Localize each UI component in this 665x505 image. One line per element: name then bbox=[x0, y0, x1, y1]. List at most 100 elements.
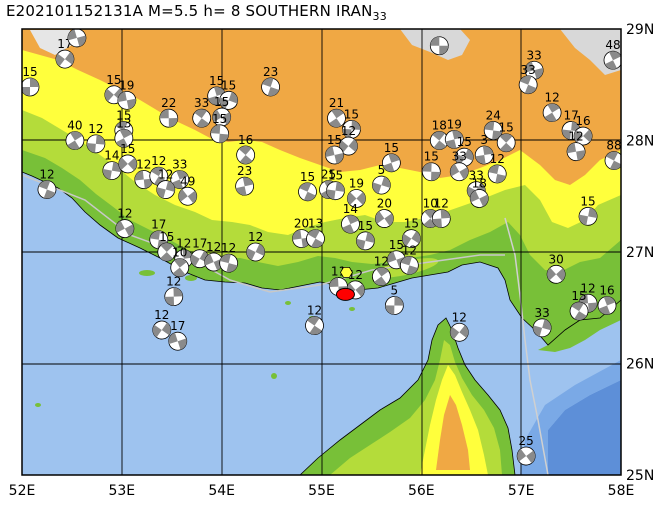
depth-label: 19 bbox=[349, 176, 364, 190]
depth-label: 15 bbox=[106, 73, 121, 87]
depth-label: 12 bbox=[490, 152, 505, 166]
focal-mechanism bbox=[55, 49, 75, 69]
depth-label: 22 bbox=[161, 96, 176, 110]
depth-label: 88 bbox=[606, 139, 621, 153]
depth-label: 13 bbox=[308, 217, 323, 231]
depth-label: 12 bbox=[151, 154, 166, 168]
focal-mechanism bbox=[326, 181, 345, 201]
depth-label: 20 bbox=[377, 197, 392, 211]
island-small-2 bbox=[35, 403, 41, 407]
depth-label: 19 bbox=[447, 117, 462, 131]
focal-mechanism bbox=[37, 180, 57, 199]
focal-mechanism bbox=[604, 151, 621, 170]
depth-label: 14 bbox=[104, 149, 119, 163]
focal-mechanism bbox=[261, 77, 280, 97]
depth-label: 14 bbox=[343, 202, 358, 216]
focal-mechanism bbox=[474, 145, 494, 165]
lon-tick-label: 57E bbox=[508, 483, 535, 499]
depth-label: 16 bbox=[238, 133, 253, 147]
depth-label: 15 bbox=[457, 135, 472, 149]
focal-mechanism bbox=[325, 145, 344, 165]
depth-label: 15 bbox=[209, 74, 224, 88]
depth-label: 15 bbox=[212, 112, 227, 126]
main-event-layer bbox=[335, 266, 355, 301]
depth-label: 15 bbox=[328, 169, 343, 183]
depth-label: 12 bbox=[176, 237, 191, 251]
depth-label: 23 bbox=[263, 65, 278, 79]
focal-mechanism bbox=[542, 103, 562, 123]
depth-label: 12 bbox=[117, 207, 132, 221]
focal-mechanism bbox=[356, 231, 375, 251]
coastline-arabia bbox=[299, 317, 516, 475]
oman-coast-lowland bbox=[538, 300, 621, 352]
depth-label: 15 bbox=[300, 170, 315, 184]
focal-mechanism bbox=[516, 446, 536, 466]
depth-label: 12 bbox=[402, 243, 417, 257]
focal-mechanism bbox=[219, 90, 239, 110]
island-lavan bbox=[139, 270, 155, 276]
focal-mechanism bbox=[190, 249, 210, 269]
depth-label: 15 bbox=[159, 230, 174, 244]
depth-label: 17 bbox=[151, 218, 166, 232]
island-small bbox=[271, 373, 277, 379]
focal-mechanism bbox=[546, 264, 566, 284]
depth-label: 12 bbox=[248, 230, 263, 244]
mid-sea-area bbox=[520, 360, 621, 475]
focal-mechanism bbox=[384, 296, 404, 315]
depth-label: 15 bbox=[22, 65, 37, 79]
depth-label: 33 bbox=[534, 306, 549, 320]
map-title: E202101152131A M=5.5 h= 8 SOUTHERN IRAN3… bbox=[6, 2, 387, 23]
depth-label: 5 bbox=[378, 163, 386, 177]
magnitude: M=5.5 bbox=[148, 2, 199, 20]
focal-mechanism bbox=[156, 180, 176, 199]
axis-ticks: 52E 53E 54E 55E 56E 57E 58E 29N 28N 27N 26N 25N bbox=[9, 22, 655, 499]
focal-mechanism bbox=[306, 229, 325, 249]
depth-label: 15 bbox=[580, 194, 595, 208]
focal-mechanism bbox=[374, 209, 394, 228]
lat-tick-label: 26N bbox=[626, 357, 654, 373]
depth-label: 33 bbox=[469, 169, 484, 183]
focal-mechanism bbox=[164, 287, 184, 307]
lon-tick-label: 56E bbox=[408, 483, 435, 499]
depth-label: 49 bbox=[180, 174, 195, 188]
focal-mechanism bbox=[102, 161, 122, 181]
focal-mechanism bbox=[219, 253, 239, 273]
depth-label: 12 bbox=[544, 91, 559, 105]
focal-mechanism bbox=[449, 162, 469, 182]
depth-label: 3 bbox=[480, 133, 488, 147]
focal-mechanism bbox=[569, 301, 589, 321]
depth-label: 15 bbox=[120, 142, 135, 156]
depth-value: 8 bbox=[230, 2, 241, 20]
depth-label: 25 bbox=[321, 168, 336, 182]
depth-label: 25 bbox=[519, 434, 534, 448]
depth-label: 18 bbox=[472, 176, 487, 190]
focal-mechanism bbox=[496, 133, 516, 153]
focal-mechanism bbox=[524, 60, 544, 80]
lat-tick-label: 28N bbox=[626, 134, 654, 150]
depth-label: 12 bbox=[341, 124, 356, 138]
focal-mechanism bbox=[518, 75, 538, 95]
depth-label: 23 bbox=[237, 164, 252, 178]
depth-label: 17 bbox=[563, 108, 578, 122]
focal-mechanism bbox=[454, 147, 474, 167]
land-border-gulf-of-oman bbox=[504, 217, 549, 475]
focal-mechanism bbox=[157, 242, 177, 262]
depth-label: 12 bbox=[221, 241, 236, 255]
focal-mechanism bbox=[566, 142, 586, 162]
focal-mechanism bbox=[371, 175, 391, 195]
depth-label: 48 bbox=[605, 38, 620, 52]
depth-label: 15 bbox=[344, 107, 359, 121]
depth-label: 12 bbox=[452, 310, 467, 324]
depth-label: 19 bbox=[119, 78, 134, 92]
focal-mechanism bbox=[204, 252, 224, 272]
depth-label: 17 bbox=[192, 237, 207, 251]
depth-label: 15 bbox=[389, 238, 404, 252]
depth-label: 15 bbox=[327, 133, 342, 147]
depth-label: 12 bbox=[39, 168, 54, 182]
focal-mechanism bbox=[449, 322, 469, 342]
depth-label: 15 bbox=[116, 108, 131, 122]
depth-label: 30 bbox=[548, 252, 563, 266]
focal-mechanism bbox=[152, 320, 172, 340]
depth-label: 15 bbox=[499, 121, 514, 135]
